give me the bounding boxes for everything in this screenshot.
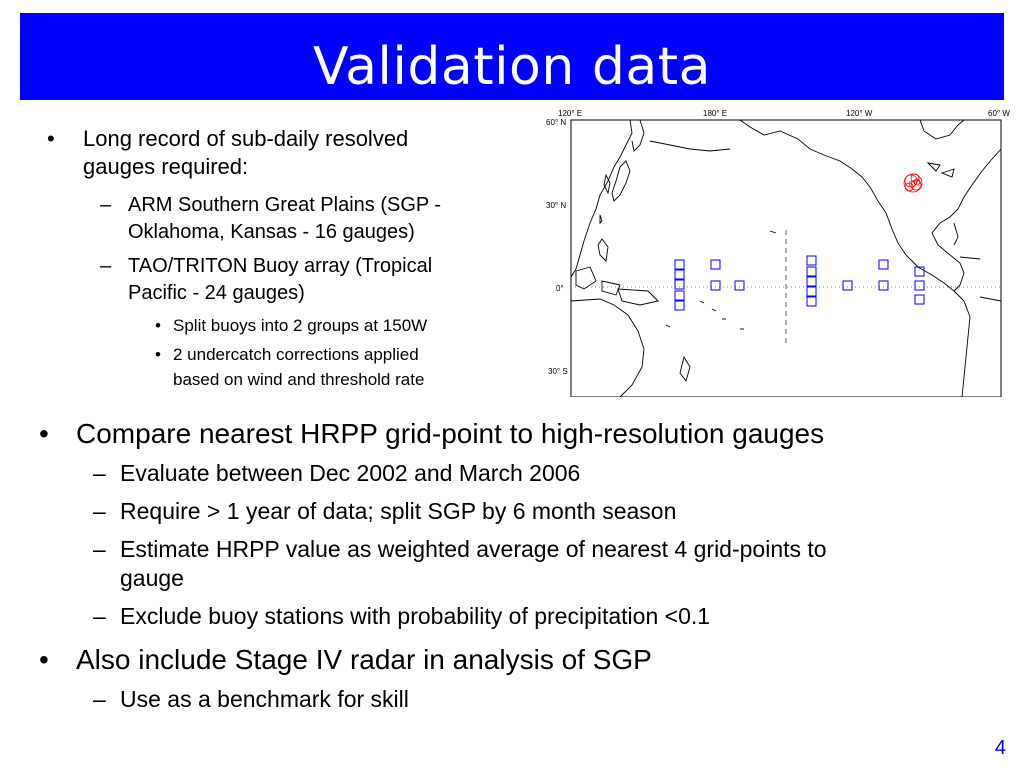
tao-buoy-array: [674, 255, 925, 311]
sub-bullet-text: Evaluate between Dec 2002 and March 2006: [120, 460, 581, 486]
sub-bullet-text: Oklahoma, Kansas - 16 gauges): [128, 221, 415, 243]
pacific-map: 120° E 180° E 120° W 60° W 60° N 30° N 0…: [540, 105, 1022, 397]
sub-bullet-text: ARM Southern Great Plains (SGP -: [128, 194, 442, 216]
sub-bullet-text: Exclude buoy stations with probability o…: [120, 603, 711, 629]
lon-label: 120° W: [846, 109, 873, 118]
lon-label: 60° W: [988, 109, 1010, 118]
sub-bullet-marker: –: [93, 460, 106, 486]
sub-sub-bullet-text: 2 undercatch corrections applied: [173, 345, 419, 364]
bullet-marker: •: [47, 126, 55, 151]
sub-sub-bullet-text: based on wind and threshold rate: [173, 370, 425, 389]
sub-bullet-text: Use as a benchmark for skill: [120, 686, 409, 712]
page-number: 4: [994, 737, 1006, 759]
title-bar: Validation data: [20, 13, 1004, 100]
lat-label: 60° N: [546, 118, 566, 127]
sub-bullet-text: TAO/TRITON Buoy array (Tropical: [128, 255, 433, 277]
slide-title: Validation data: [313, 37, 711, 97]
lon-label: 120° E: [558, 109, 582, 118]
sub-bullet-text: gauge: [120, 565, 184, 591]
bullet-text: Also include Stage IV radar in analysis …: [76, 644, 652, 675]
sub-bullet-text: Estimate HRPP value as weighted average …: [120, 536, 827, 562]
lon-label: 180° E: [703, 109, 727, 118]
bullet-marker: •: [39, 644, 49, 675]
sub-bullet-marker: –: [93, 686, 106, 712]
bullet-text: gauges required:: [83, 154, 249, 179]
sub-sub-bullet-text: Split buoys into 2 groups at 150W: [173, 316, 428, 335]
bullet-text: Long record of sub-daily resolved: [83, 126, 409, 151]
sub-bullet-marker: –: [93, 536, 106, 562]
bullet-text: Compare nearest HRPP grid-point to high-…: [76, 418, 825, 449]
sub-bullet-marker: –: [93, 498, 106, 524]
sgp-gauge-cluster: [903, 173, 923, 193]
lat-label: 0°: [556, 284, 564, 293]
sub-bullet-marker: –: [93, 603, 106, 629]
sub-sub-bullet-marker: •: [155, 316, 161, 335]
coastlines: [570, 119, 1002, 397]
lat-label: 30° S: [548, 367, 568, 376]
map-graphic: 120° E 180° E 120° W 60° W 60° N 30° N 0…: [546, 109, 1010, 397]
bullet-marker: •: [39, 418, 49, 449]
sub-bullet-text: Pacific - 24 gauges): [128, 282, 305, 304]
sub-sub-bullet-marker: •: [155, 345, 161, 364]
sub-bullet-marker: –: [100, 194, 112, 216]
sub-bullet-text: Require > 1 year of data; split SGP by 6…: [120, 498, 677, 524]
lat-label: 30° N: [546, 201, 566, 210]
sub-bullet-marker: –: [100, 255, 112, 277]
